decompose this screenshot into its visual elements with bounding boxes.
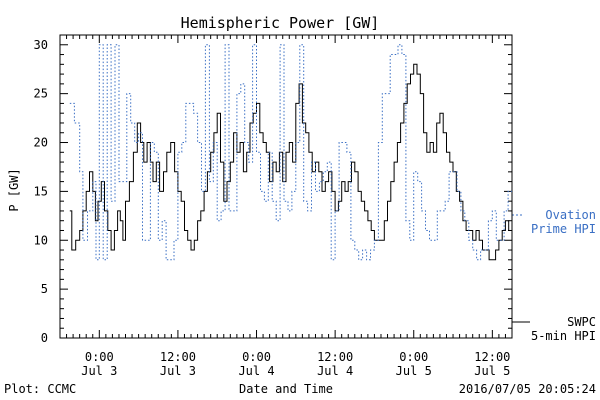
- x-tick-date-label: Jul 4: [238, 364, 274, 378]
- x-tick-time-label: 12:00: [160, 350, 196, 364]
- x-tick-time-label: 0:00: [85, 350, 114, 364]
- x-tick-time-label: 0:00: [242, 350, 271, 364]
- x-tick-date-label: Jul 5: [396, 364, 432, 378]
- y-tick-label: 0: [41, 331, 48, 345]
- x-tick-date-label: Jul 5: [474, 364, 510, 378]
- plot-timestamp: 2016/07/05 20:05:24: [459, 382, 596, 396]
- swpc-hpi-line: [69, 63, 513, 261]
- legend-ovation-line1: Ovation: [545, 208, 596, 222]
- x-axis-label: Date and Time: [239, 382, 333, 396]
- plot-credit: Plot: CCMC: [4, 382, 76, 396]
- y-tick-label: 10: [34, 233, 48, 247]
- legend-swpc-line1: SWPC: [567, 315, 596, 329]
- legend-ovation-line2: Prime HPI: [531, 222, 596, 236]
- x-tick-date-label: Jul 3: [81, 364, 117, 378]
- y-tick-label: 5: [41, 282, 48, 296]
- x-tick-date-label: Jul 4: [317, 364, 353, 378]
- x-tick-time-label: 0:00: [399, 350, 428, 364]
- ovation-prime-hpi-line: [69, 44, 512, 261]
- plot-frame: [59, 34, 513, 339]
- y-axis-label: P [GW]: [7, 168, 21, 211]
- chart-title: Hemispheric Power [GW]: [181, 14, 380, 32]
- legend-swpc-line2: 5-min HPI: [531, 329, 596, 343]
- x-tick-time-label: 12:00: [317, 350, 353, 364]
- y-tick-label: 15: [34, 184, 48, 198]
- y-tick-label: 20: [34, 136, 48, 150]
- y-tick-label: 25: [34, 87, 48, 101]
- y-tick-label: 30: [34, 38, 48, 52]
- x-tick-time-label: 12:00: [474, 350, 510, 364]
- x-tick-date-label: Jul 3: [160, 364, 196, 378]
